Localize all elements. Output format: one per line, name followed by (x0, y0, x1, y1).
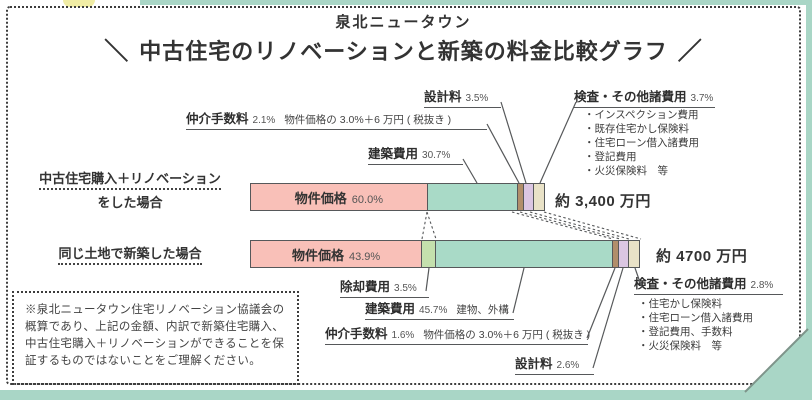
background-accent-top (140, 0, 812, 5)
yellow-tab-accent (63, 0, 95, 7)
total-newbuild: 約 4700 万円 (656, 248, 748, 265)
background-accent-bottom (0, 390, 812, 400)
segment-property-label: 物件価格 60.0% (294, 190, 383, 206)
detail-item: ・住宅かし保険料 (638, 298, 722, 310)
inspection-details-newbuild: ・住宅かし保険料 ・住宅ローン借入諸費用 ・登記費用、手数料 ・火災保険料 等 (638, 297, 753, 353)
dotted-border-frame (6, 6, 801, 385)
detail-item: ・住宅ローン借入諸費用 (638, 312, 753, 324)
segment-construction (426, 184, 517, 210)
detail-item: ・登記費用 (584, 151, 637, 163)
case-label-newbuild: 同じ土地で新築した場合 (28, 243, 232, 265)
segment-design (618, 241, 629, 267)
detail-item: ・住宅ローン借入諸費用 (584, 137, 699, 149)
callout-design-newbuild: 設計料 2.6% (515, 353, 594, 375)
segment-design (522, 184, 534, 210)
detail-item: ・既存住宅かし保険料 (584, 123, 689, 135)
segment-property-price: 物件価格 60.0% (251, 184, 427, 210)
callout-construction-renovation: 建築費用 30.7% (368, 143, 463, 165)
disclaimer-note: ※泉北ニュータウン住宅リノベーション協議会の概算であり、上記の金額、内訳で新築住… (12, 291, 299, 385)
detail-item: ・登記費用、手数料 (638, 326, 733, 338)
inspection-details-renovation: ・インスペクション費用 ・既存住宅かし保険料 ・住宅ローン借入諸費用 ・登記費用… (584, 108, 699, 178)
case-label-newbuild-line1: 同じ土地で新築した場合 (58, 243, 202, 265)
segment-demolition (421, 241, 435, 267)
title-slash-right: ／ (677, 38, 703, 65)
segment-property-label: 物件価格 43.9% (291, 247, 381, 263)
detail-item: ・インスペクション費用 (584, 109, 699, 121)
callout-design-renovation: 設計料 3.5% (424, 86, 501, 108)
callout-inspection-newbuild: 検査・その他諸費用 2.8% (634, 273, 783, 295)
callout-inspection-renovation: 検査・その他諸費用 3.7% (574, 86, 715, 108)
callout-demolition-newbuild: 除却費用 3.5% (340, 276, 429, 298)
background-accent-right (806, 0, 812, 400)
segment-construction (434, 241, 612, 267)
detail-item: ・火災保険料 等 (584, 165, 668, 177)
page-title: 中古住宅のリノベーションと新築の料金比較グラフ (139, 39, 668, 64)
segment-property-price: 物件価格 43.9% (251, 241, 422, 267)
callout-brokerage-newbuild: 仲介手数料 1.6% 物件価格の 3.0%＋6 万円 ( 税抜き ) (325, 323, 590, 345)
page-subtitle: 泉北ニュータウン (335, 14, 472, 31)
case-label-renovation-line1: 中古住宅購入＋リノベーション (39, 168, 221, 190)
segment-inspection (628, 241, 639, 267)
detail-item: ・火災保険料 等 (638, 340, 722, 352)
segment-brokerage (611, 241, 619, 267)
bar-newbuild: 物件価格 43.9% (250, 240, 640, 268)
case-label-renovation: 中古住宅購入＋リノベーション をした場合 (28, 168, 232, 211)
total-renovation: 約 3,400 万円 (555, 193, 651, 210)
case-label-renovation-line2: をした場合 (97, 195, 163, 210)
callout-brokerage-renovation: 仲介手数料 2.1% 物件価格の 3.0%＋6 万円 ( 税抜き ) (186, 108, 487, 130)
title-slash-left: ＼ (104, 38, 130, 65)
segment-brokerage (516, 184, 523, 210)
callout-construction-newbuild: 建築費用 45.7% 建物、外構 (365, 298, 514, 320)
page-title-row: ＼ 中古住宅のリノベーションと新築の料金比較グラフ ／ (0, 31, 807, 66)
segment-inspection (533, 184, 544, 210)
bar-renovation: 物件価格 60.0% (250, 183, 545, 211)
